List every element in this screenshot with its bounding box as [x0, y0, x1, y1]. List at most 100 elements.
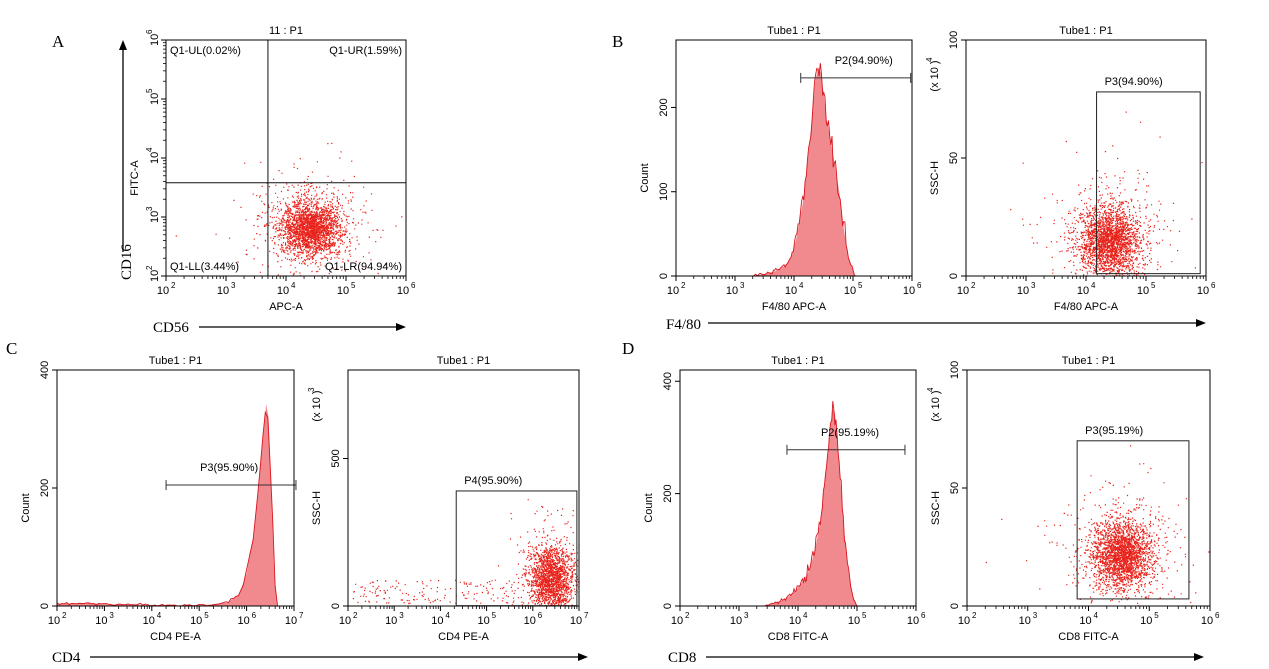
x-tick-label: 10	[277, 285, 289, 297]
y-tick-label: 50	[948, 152, 960, 164]
plot-frame	[679, 369, 917, 607]
x-tick-exponent: 5	[492, 611, 497, 620]
y-tick-exponent: 2	[145, 265, 154, 270]
x-tick-exponent: 6	[411, 281, 416, 290]
x-tick-label: 10	[143, 615, 155, 627]
x-tick-exponent: 5	[1154, 611, 1159, 620]
y-tick-exponent: 3	[145, 206, 154, 211]
x-tick-label: 10	[1017, 285, 1029, 297]
y-axis-ticks: 0 50 100	[948, 31, 966, 279]
cd16-marker-label: CD16	[119, 244, 135, 280]
y-tick-label: 500	[330, 449, 342, 467]
panel-letter-c: C	[6, 339, 17, 358]
x-tick-exponent: 7	[299, 611, 304, 620]
y-axis-label: Count	[643, 493, 655, 522]
x-tick-exponent: 4	[1091, 281, 1096, 290]
x-tick-label: 10	[1079, 615, 1091, 627]
gate-marker: P3(95.90%)	[165, 462, 297, 491]
y-tick-label: 400	[39, 361, 51, 379]
x-tick-label: 10	[95, 615, 107, 627]
plot-frame	[675, 39, 913, 277]
histogram-area	[750, 67, 856, 276]
y-multiplier-label: (x 10 )	[929, 60, 941, 91]
y-axis-ticks: 0 200 400	[662, 372, 680, 609]
gate-box: P3(95.19%)	[1076, 425, 1190, 600]
quadrant-label: Q1-LR(94.94%)	[325, 261, 402, 273]
plot-title: Tube1 : P1	[767, 25, 820, 37]
y-multiplier: (x 10 )4	[926, 387, 942, 422]
y-tick-label: 0	[662, 603, 674, 609]
y-tick-label: 0	[330, 603, 342, 609]
x-tick-exponent: 6	[917, 281, 922, 290]
y-tick-exponent: 4	[145, 147, 154, 152]
y-tick-label: 200	[39, 479, 51, 497]
x-tick-label: 10	[190, 615, 202, 627]
y-axis-label: FITC-A	[129, 160, 141, 196]
panel-letter-a: A	[52, 32, 65, 51]
x-tick-label: 10	[1019, 615, 1031, 627]
x-tick-label: 10	[48, 615, 60, 627]
plot-title: Tube1 : P1	[1062, 355, 1115, 367]
x-axis-label: CD8 FITC-A	[768, 631, 829, 643]
data-layer	[175, 142, 403, 277]
quadrant-label: Q1-LL(3.44%)	[170, 261, 239, 273]
plot-title: 11 : P1	[269, 25, 303, 37]
x-tick-exponent: 4	[157, 611, 162, 620]
x-tick-label: 10	[1137, 285, 1149, 297]
y-axis-ticks: 0 50 100	[949, 361, 967, 609]
x-tick-exponent: 2	[171, 281, 176, 290]
x-tick-label: 10	[903, 285, 915, 297]
x-axis-label: F4/80 APC-A	[762, 301, 827, 313]
f480-marker-label: F4/80	[666, 317, 701, 333]
x-tick-exponent: 2	[971, 281, 976, 290]
y-tick-label: 200	[662, 484, 674, 502]
y-axis-label: Count	[20, 493, 32, 522]
x-axis-ticks: 10 2 10 3 10 4 10 5 10 6	[157, 276, 416, 297]
data-layer	[1010, 111, 1203, 277]
y-tick-exponent: 5	[145, 88, 154, 93]
cd56-marker-label: CD56	[153, 320, 189, 336]
histogram-area	[762, 409, 857, 606]
data-layer	[750, 63, 856, 277]
cd16-marker: CD16	[119, 40, 135, 280]
x-tick-exponent: 6	[1211, 281, 1216, 290]
x-tick-label: 10	[671, 615, 683, 627]
x-tick-exponent: 6	[538, 611, 543, 620]
cd8-marker-label: CD8	[668, 650, 696, 666]
y-axis-label: SSC-H	[929, 161, 941, 195]
data-layer	[56, 404, 279, 607]
y-tick-exponent: 6	[145, 29, 154, 34]
cd56-marker: CD56	[153, 320, 406, 336]
x-tick-exponent: 4	[291, 281, 296, 290]
gate-box: P3(94.90%)	[1096, 76, 1201, 275]
x-tick-label: 10	[397, 285, 409, 297]
x-tick-label: 10	[285, 615, 297, 627]
x-axis-label: CD4 PE-A	[150, 631, 201, 643]
y-multiplier: (x 10 )4	[925, 57, 941, 92]
x-tick-exponent: 6	[252, 611, 257, 620]
x-tick-label: 10	[337, 285, 349, 297]
x-tick-label: 10	[958, 615, 970, 627]
y-multiplier-exponent: 3	[307, 387, 316, 392]
x-tick-label: 10	[848, 615, 860, 627]
histogram-outline	[750, 63, 856, 277]
x-tick-exponent: 5	[351, 281, 356, 290]
y-multiplier-exponent: 4	[926, 387, 935, 392]
plot-frame	[165, 39, 407, 277]
x-tick-label: 10	[570, 615, 582, 627]
x-tick-label: 10	[1201, 615, 1213, 627]
event-dots	[985, 445, 1210, 607]
y-tick-label: 0	[39, 603, 51, 609]
x-tick-exponent: 2	[62, 611, 67, 620]
x-axis-ticks: 10 2 10 3 10 4 10 5 10 6 10 7	[48, 606, 304, 627]
y-tick-label: 10	[149, 34, 161, 46]
x-tick-label: 10	[789, 615, 801, 627]
x-axis-ticks: 10 2 10 3 10 4 10 5 10 6	[667, 276, 922, 297]
x-tick-exponent: 6	[921, 611, 926, 620]
x-axis-label: CD4 PE-A	[438, 631, 489, 643]
